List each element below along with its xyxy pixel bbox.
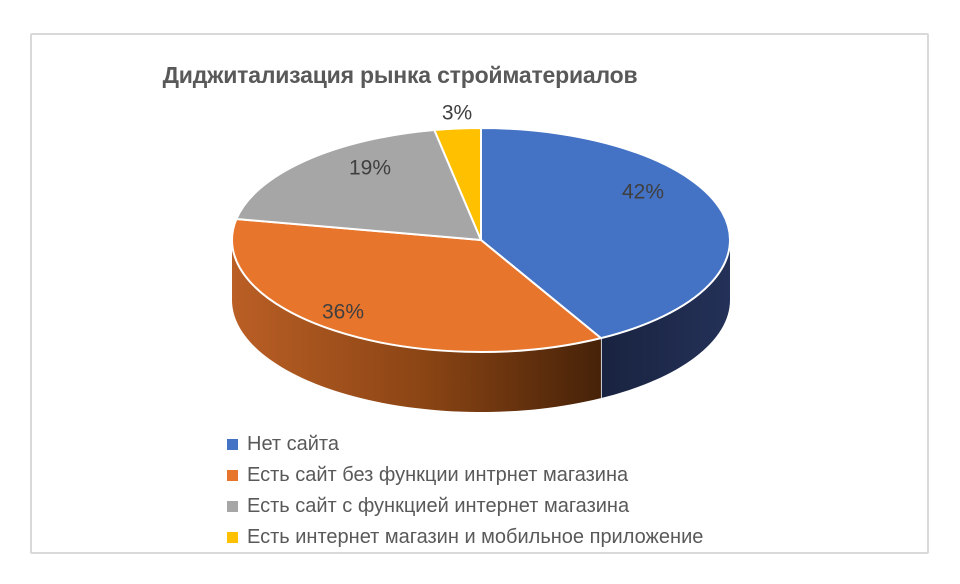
legend-label: Есть интернет магазин и мобильное прилож… (247, 526, 704, 548)
pie-data-label-3: 3% (442, 102, 472, 125)
pie-data-label-1: 36% (322, 301, 364, 324)
legend-item-1[interactable]: Есть сайт без функции интрнет магазина (227, 463, 703, 488)
legend-swatch-icon (227, 501, 238, 512)
legend-swatch-icon (227, 439, 238, 450)
chart-legend: Нет сайта Есть сайт без функции интрнет м… (227, 432, 703, 550)
pie-slice-side-1 (232, 240, 601, 413)
legend-swatch-icon (227, 532, 238, 543)
legend-label: Есть сайт без функции интрнет магазина (247, 464, 629, 486)
chart-title: Диджитализация рынка стройматериалов (162, 62, 638, 88)
pie-data-label-2: 19% (349, 157, 391, 180)
legend-item-2[interactable]: Есть сайт с функцией интернет магазина (227, 494, 703, 519)
legend-label: Нет сайта (247, 433, 339, 455)
pie-slice-0[interactable] (480, 127, 731, 340)
pie-slice-1[interactable] (231, 218, 602, 353)
legend-item-0[interactable]: Нет сайта (227, 432, 703, 457)
legend-label: Есть сайт с функцией интернет магазина (247, 495, 630, 517)
pie-data-label-0: 42% (622, 181, 664, 204)
pie-slice-2[interactable] (235, 128, 482, 241)
pie-slice-3[interactable] (433, 127, 482, 241)
legend-item-3[interactable]: Есть интернет магазин и мобильное прилож… (227, 525, 703, 550)
pie-slice-side-0 (600, 240, 730, 399)
legend-swatch-icon (227, 470, 238, 481)
